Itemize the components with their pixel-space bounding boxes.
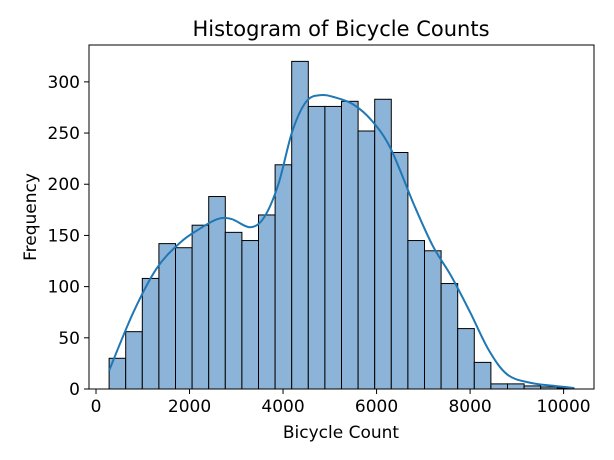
histogram-bar: [158, 243, 177, 390]
histogram-bar: [224, 231, 243, 390]
histogram-bar: [141, 277, 160, 390]
x-axis-label: Bicycle Count: [283, 423, 400, 443]
x-tick-label: 10000: [537, 397, 591, 417]
histogram-bar: [357, 130, 376, 390]
histogram-bar: [423, 250, 442, 390]
x-tick-label: 2000: [168, 397, 211, 417]
plot-frame: [88, 44, 595, 390]
histogram-bar: [175, 247, 193, 390]
y-tick-label: 300: [48, 73, 80, 93]
histogram-bar: [390, 152, 409, 390]
x-axis-ticks: 0 2000 4000 6000 8000 10000: [91, 389, 591, 417]
y-tick-label: 200: [48, 175, 80, 195]
y-tick-label: 50: [58, 329, 80, 349]
histogram-bar: [506, 383, 525, 390]
x-tick-label: 6000: [355, 397, 398, 417]
y-tick-label: 150: [48, 226, 80, 246]
histogram-bar: [258, 214, 276, 390]
histogram-bar: [241, 240, 260, 390]
histogram-bar: [324, 105, 342, 390]
kde-curve: [108, 93, 574, 389]
histogram-bar: [473, 361, 492, 390]
histogram-bar: [407, 240, 425, 390]
y-tick-label: 100: [48, 278, 80, 298]
histogram-bar: [191, 224, 210, 390]
histogram-bar: [457, 328, 475, 390]
histogram-bar: [274, 164, 293, 390]
histogram-bar: [125, 331, 143, 390]
histogram-bar: [307, 105, 326, 390]
x-tick-label: 4000: [261, 397, 304, 417]
chart-title: Histogram of Bicycle Counts: [192, 17, 489, 41]
x-tick-label: 0: [91, 397, 102, 417]
y-tick-label: 0: [69, 380, 80, 400]
histogram-bar: [440, 283, 459, 390]
y-tick-label: 250: [48, 124, 80, 144]
histogram-bar: [374, 98, 392, 390]
histogram-bar: [208, 196, 226, 390]
y-axis-label: Frequency: [21, 173, 41, 261]
histogram-bar: [490, 383, 508, 390]
histogram-bars: [108, 60, 575, 390]
y-axis-ticks: 0 50 100 150 200 250 300: [48, 73, 89, 400]
histogram-bar: [341, 100, 359, 390]
x-tick-label: 8000: [448, 397, 491, 417]
